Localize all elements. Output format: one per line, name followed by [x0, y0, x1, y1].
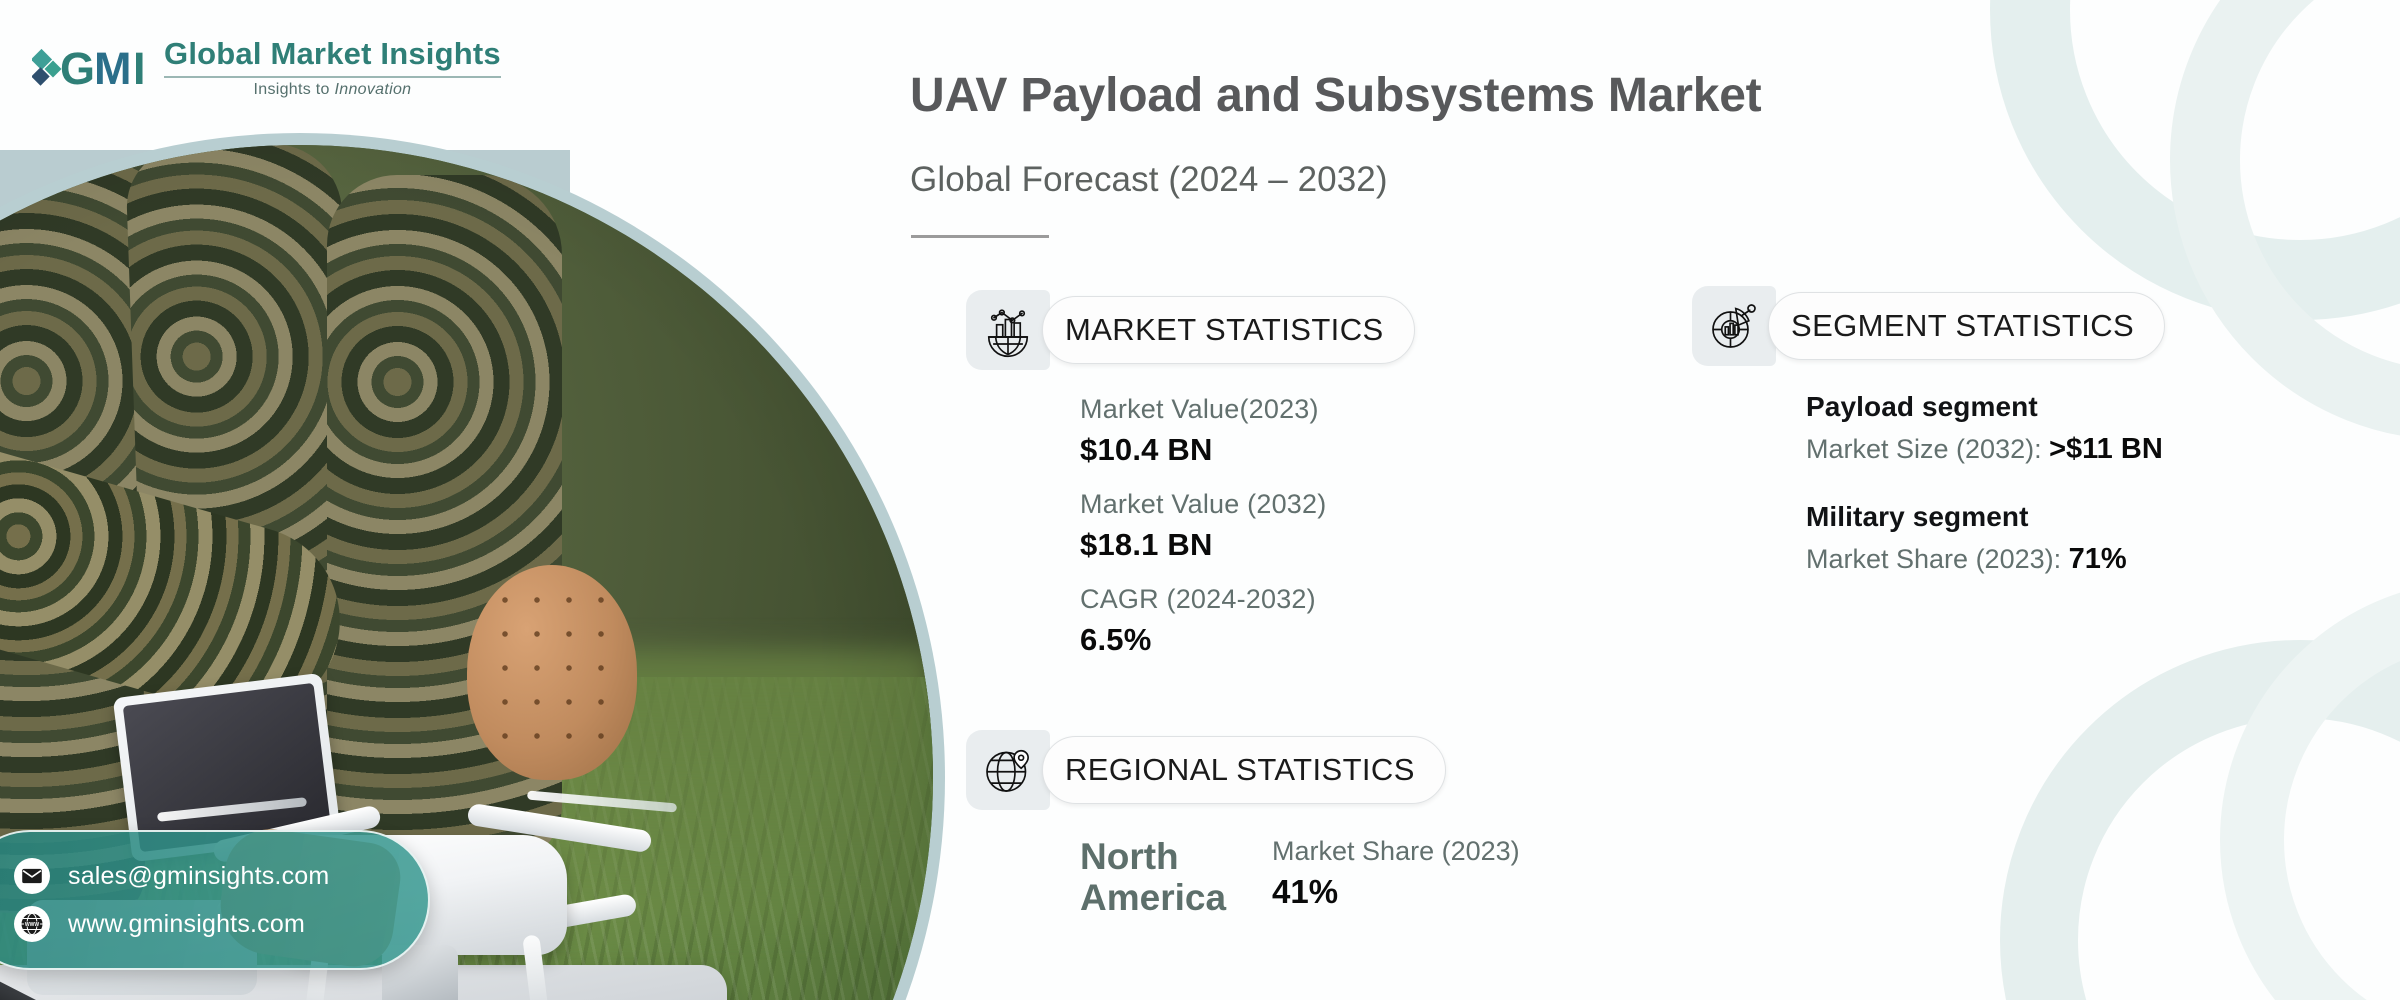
segment-metric-value: 71%: [2068, 543, 2127, 576]
svg-text:G: G: [60, 43, 95, 94]
segment-statistics-block: SEGMENT STATISTICS Payload segment Marke…: [1692, 286, 2166, 580]
globe-bar-chart-icon: [966, 290, 1050, 370]
segment-metric-label: Market Size (2032):: [1806, 434, 2050, 464]
www-globe-icon: WWW: [14, 906, 50, 942]
svg-text:M: M: [94, 43, 132, 94]
decorative-ring-bottom-right-2: [2220, 580, 2400, 1000]
market-stat-label: Market Value (2032): [1080, 488, 1327, 519]
market-statistics-block: MARKET STATISTICS Market Value(2023) $10…: [966, 290, 1415, 661]
globe-pin-icon: [966, 730, 1050, 810]
region-name-line1: North: [1080, 836, 1179, 877]
donut-chart-icon: [1692, 286, 1776, 366]
market-statistics-badge[interactable]: MARKET STATISTICS: [1042, 296, 1415, 364]
regional-statistics-badge[interactable]: REGIONAL STATISTICS: [1042, 736, 1446, 804]
segment-title: Military segment: [1806, 501, 2029, 533]
segment-statistics-label: SEGMENT STATISTICS: [1791, 308, 2135, 343]
photo-knee-pad: [467, 565, 637, 780]
gmi-diamond-logo-icon: G M I: [32, 39, 150, 97]
segment-item: Payload segment Market Size (2032): >$11…: [1806, 386, 2165, 470]
market-stat-label: CAGR (2024-2032): [1080, 583, 1316, 614]
page-subtitle: Global Forecast (2024 – 2032): [910, 160, 1388, 199]
region-share: Market Share (2023) 41%: [1272, 836, 1520, 911]
logo-tagline: Insights to Innovation: [164, 81, 501, 99]
logo-company-name: Global Market Insights: [164, 36, 501, 71]
logo-divider: [164, 75, 501, 78]
brand-logo[interactable]: G M I Global Market Insights Insights to…: [32, 36, 501, 99]
svg-text:I: I: [133, 43, 146, 94]
segment-title: Payload segment: [1806, 391, 2038, 422]
market-statistics-label: MARKET STATISTICS: [1065, 312, 1384, 347]
contact-website-row[interactable]: WWW www.gminsights.com: [14, 906, 402, 942]
market-stat-row: Market Value(2023) $10.4 BN: [1080, 390, 1415, 471]
segment-metric-label: Market Share (2023):: [1806, 544, 2069, 575]
region-name-line2: America: [1080, 877, 1227, 919]
market-stat-label: Market Value(2023): [1080, 394, 1319, 424]
regional-statistics-block: REGIONAL STATISTICS North America Market…: [966, 730, 1520, 919]
logo-tagline-italic: Innovation: [334, 80, 412, 98]
svg-text:WWW: WWW: [25, 922, 39, 928]
page-title: UAV Payload and Subsystems Market: [910, 69, 1762, 122]
segment-metric-value: >$11 BN: [2049, 433, 2163, 465]
market-stat-row: CAGR (2024-2032) 6.5%: [1080, 580, 1415, 661]
contact-pill: sales@gminsights.com WWW www.gminsights.…: [0, 830, 430, 970]
segment-statistics-badge[interactable]: SEGMENT STATISTICS: [1768, 292, 2166, 360]
decorative-ring-top-right: [1990, 0, 2400, 320]
segment-metric-row: Market Size (2032): >$11 BN: [1806, 428, 2165, 470]
segment-metric-row: Market Share (2023): 71%: [1806, 538, 2165, 580]
header-divider: [911, 235, 1049, 238]
market-stat-row: Market Value (2032) $18.1 BN: [1080, 485, 1415, 566]
segment-item: Military segment Market Share (2023): 71…: [1806, 496, 2165, 580]
decorative-ring-top-right-2: [2170, 0, 2400, 440]
market-stat-value: $18.1 BN: [1080, 527, 1213, 563]
region-share-value: 41%: [1272, 873, 1339, 910]
envelope-icon: [14, 858, 50, 894]
decorative-ring-bottom-right: [2000, 640, 2400, 1000]
market-stat-value: $10.4 BN: [1080, 432, 1213, 468]
contact-email-row[interactable]: sales@gminsights.com: [14, 858, 402, 894]
region-share-label: Market Share (2023): [1272, 836, 1520, 866]
regional-statistics-label: REGIONAL STATISTICS: [1065, 752, 1415, 787]
market-stat-value: 6.5%: [1080, 622, 1152, 658]
region-name: North America: [1080, 836, 1226, 919]
contact-website: www.gminsights.com: [68, 909, 305, 938]
logo-tagline-prefix: Insights to: [253, 80, 335, 98]
contact-email: sales@gminsights.com: [68, 861, 330, 890]
